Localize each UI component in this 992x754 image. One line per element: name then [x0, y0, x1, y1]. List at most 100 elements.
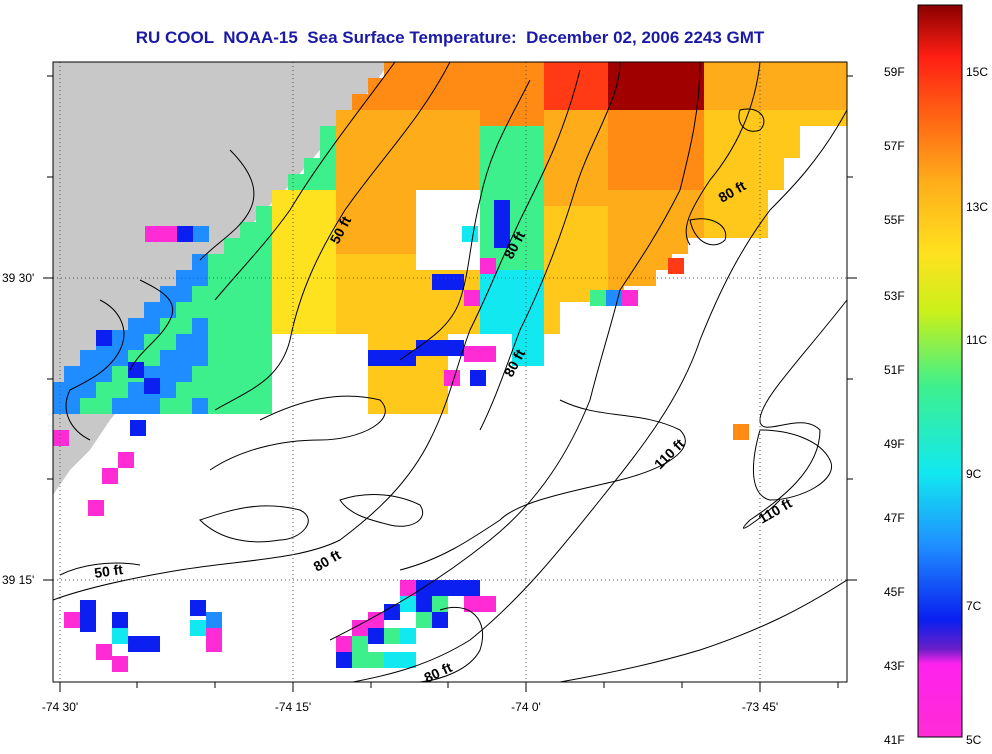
sst-cell — [560, 286, 576, 302]
sst-cell — [256, 366, 272, 382]
sst-cell — [656, 158, 672, 174]
sst-cell — [528, 110, 544, 126]
sst-cell — [640, 206, 656, 222]
sst-cell — [320, 286, 336, 302]
sst-cell — [352, 652, 368, 668]
sst-cell — [384, 350, 400, 366]
sst-cell — [400, 366, 416, 382]
sst-cell — [400, 286, 416, 302]
sst-cell — [624, 206, 640, 222]
sst-cell — [384, 238, 400, 254]
sst-cell — [480, 286, 496, 302]
sst-cell — [256, 318, 272, 334]
sst-cell — [512, 78, 528, 94]
sst-cell — [496, 174, 512, 190]
sst-cell — [704, 94, 720, 110]
sst-cell — [656, 126, 672, 142]
sst-cell — [144, 334, 160, 350]
sst-cell — [160, 382, 176, 398]
sst-cell — [384, 628, 400, 644]
sst-cell — [304, 254, 320, 270]
sst-cell — [768, 142, 784, 158]
sst-cell — [448, 158, 464, 174]
sst-cell — [400, 142, 416, 158]
sst-cell — [112, 656, 128, 672]
sst-cell — [720, 94, 736, 110]
sst-cell — [96, 366, 112, 382]
sst-cell — [304, 190, 320, 206]
sst-cell — [416, 318, 432, 334]
sst-cell — [128, 318, 144, 334]
sst-cell — [496, 254, 512, 270]
sst-cell — [416, 62, 432, 78]
sst-cell — [416, 286, 432, 302]
sst-cell — [688, 62, 704, 78]
lon-tick-label: -74 30' — [41, 700, 79, 714]
sst-cell — [400, 206, 416, 222]
sst-cell — [432, 318, 448, 334]
sst-cell — [432, 158, 448, 174]
sst-cell — [464, 290, 480, 306]
sst-cell — [224, 238, 240, 254]
sst-cell — [672, 126, 688, 142]
sst-cell — [576, 238, 592, 254]
sst-cell — [528, 334, 544, 350]
sst-cell — [736, 190, 752, 206]
sst-cell — [544, 254, 560, 270]
sst-cell — [88, 500, 104, 516]
sst-cell — [704, 142, 720, 158]
sst-cell — [192, 318, 208, 334]
map-frame — [52, 61, 848, 683]
sst-cell — [384, 270, 400, 286]
sst-cell — [240, 222, 256, 238]
sst-cell — [672, 94, 688, 110]
sst-cell — [352, 94, 368, 110]
sst-cell — [512, 62, 528, 78]
sst-cell — [560, 78, 576, 94]
sst-cell — [544, 110, 560, 126]
sst-cell — [448, 110, 464, 126]
sst-cell — [640, 158, 656, 174]
sst-cell — [496, 78, 512, 94]
sst-cell — [304, 302, 320, 318]
colorbar — [917, 4, 963, 738]
sst-cell — [528, 238, 544, 254]
sst-cell — [240, 270, 256, 286]
sst-cell — [560, 174, 576, 190]
sst-cell — [272, 254, 288, 270]
sst-cell — [576, 126, 592, 142]
sst-cell — [336, 254, 352, 270]
sst-cell — [688, 126, 704, 142]
sst-cell — [464, 110, 480, 126]
sst-cell — [480, 206, 496, 222]
sst-cell — [416, 398, 432, 414]
sst-cell — [656, 62, 672, 78]
sst-cell — [224, 254, 240, 270]
sst-cell — [64, 398, 80, 414]
sst-cell — [400, 254, 416, 270]
sst-cell — [256, 270, 272, 286]
sst-cell — [544, 302, 560, 318]
sst-cell — [528, 254, 544, 270]
sst-cell — [208, 286, 224, 302]
sst-cell — [384, 366, 400, 382]
sst-cell — [96, 346, 112, 362]
sst-cell — [400, 78, 416, 94]
sst-cell — [432, 340, 448, 356]
colorbar-f-label: 57F — [884, 139, 905, 153]
sst-cell — [352, 620, 368, 636]
sst-cell — [592, 222, 608, 238]
sst-cell — [528, 302, 544, 318]
sst-cell — [400, 222, 416, 238]
sst-cell — [688, 94, 704, 110]
colorbar-f-label: 59F — [884, 65, 905, 79]
sst-cell — [608, 62, 624, 78]
sst-cell — [672, 78, 688, 94]
sst-cell — [416, 580, 432, 596]
sst-cell — [512, 254, 528, 270]
sst-cell — [368, 94, 384, 110]
lat-tick-label: 39 15' — [2, 573, 35, 587]
sst-cell — [400, 62, 416, 78]
sst-cell — [400, 302, 416, 318]
sst-cell — [704, 206, 720, 222]
